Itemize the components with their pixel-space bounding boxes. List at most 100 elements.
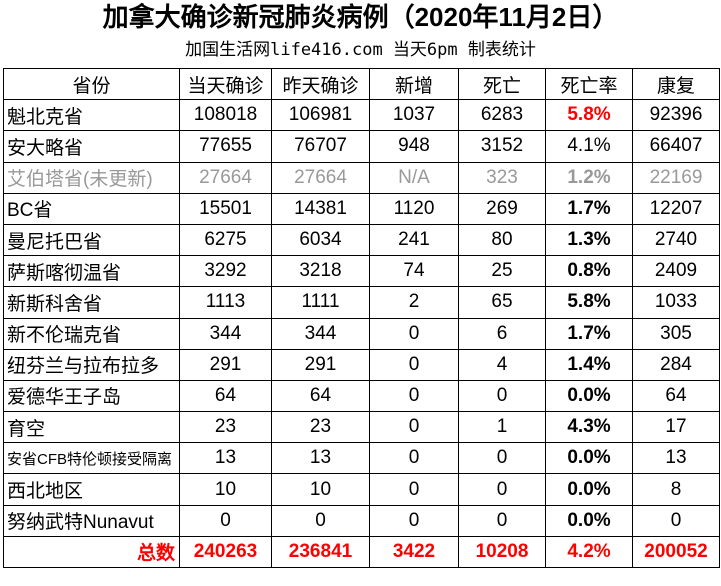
province-name: 育空 xyxy=(3,411,180,444)
cell-5: 0.0% xyxy=(545,379,633,413)
cell-1: 10 xyxy=(179,473,272,506)
total-label: 总数 xyxy=(3,535,180,569)
cell-6: 66407 xyxy=(632,130,720,163)
table-row: 努纳武特Nunavut 0 0 0 0 0.0% 0 xyxy=(3,504,720,537)
cell-4: 323 xyxy=(458,161,546,194)
table-row: BC省 15501 14381 1120 269 1.7% 12207 xyxy=(3,192,720,225)
cell-4: 6 xyxy=(458,317,546,350)
province-name: 西北地区 xyxy=(3,473,180,506)
cases-table: 省份 当天确诊 昨天确诊 新增 死亡 死亡率 康复 魁北克省 108018 106981 1037… xyxy=(3,67,720,569)
total-cell-6: 200052 xyxy=(632,535,720,569)
province-name: 新不伦瑞克省 xyxy=(3,317,180,350)
cell-1: 23 xyxy=(179,411,272,444)
cell-6: 2740 xyxy=(632,223,720,257)
table-row: 新不伦瑞克省 344 344 0 6 1.7% 305 xyxy=(3,317,720,350)
cell-3: 1120 xyxy=(369,192,459,225)
cell-5: 1.3% xyxy=(545,223,633,257)
cell-4: 269 xyxy=(458,192,546,225)
table-row: 曼尼托巴省 6275 6034 241 80 1.3% 2740 xyxy=(3,223,720,257)
cell-4: 0 xyxy=(458,473,546,506)
table-row: 纽芬兰与拉布拉多 291 291 0 4 1.4% 284 xyxy=(3,348,720,381)
cell-5: 0.0% xyxy=(545,473,633,506)
cell-6: 64 xyxy=(632,379,720,413)
cell-1: 108018 xyxy=(179,99,272,132)
cell-6: 22169 xyxy=(632,161,720,194)
cell-5: 5.8% xyxy=(545,286,633,319)
cell-4: 0 xyxy=(458,379,546,413)
cell-4: 3152 xyxy=(458,130,546,163)
table-row: 爱德华王子岛 64 64 0 0 0.0% 64 xyxy=(3,379,720,413)
cell-5: 1.7% xyxy=(545,317,633,350)
cell-6: 12207 xyxy=(632,192,720,225)
cell-3: 0 xyxy=(369,504,459,537)
cell-2: 10 xyxy=(271,473,370,506)
cell-5: 1.2% xyxy=(545,161,633,194)
cell-5: 5.8% xyxy=(545,99,633,132)
total-cell-5: 4.2% xyxy=(545,535,633,569)
province-name: 魁北克省 xyxy=(3,99,180,132)
cell-1: 0 xyxy=(179,504,272,537)
cell-4: 1 xyxy=(458,411,546,444)
cell-1: 27664 xyxy=(179,161,272,194)
table-row: 艾伯塔省(未更新) 27664 27664 N/A 323 1.2% 22169 xyxy=(3,161,720,194)
cell-4: 4 xyxy=(458,348,546,381)
cell-2: 14381 xyxy=(271,192,370,225)
province-name: 曼尼托巴省 xyxy=(3,223,180,257)
cell-3: 948 xyxy=(369,130,459,163)
province-name: 努纳武特Nunavut xyxy=(3,504,180,537)
table-row: 安省CFB特伦顿接受隔离 13 13 0 0 0.0% 13 xyxy=(3,442,720,475)
cell-1: 64 xyxy=(179,379,272,413)
page-title: 加拿大确诊新冠肺炎病例（2020年11月2日） xyxy=(102,2,619,32)
cell-5: 4.3% xyxy=(545,411,633,444)
cell-3: 0 xyxy=(369,317,459,350)
cell-4: 25 xyxy=(458,255,546,288)
total-row: 总数 240263 236841 3422 10208 4.2% 200052 xyxy=(3,535,720,569)
cell-6: 305 xyxy=(632,317,720,350)
cell-3: 241 xyxy=(369,223,459,257)
province-name: 安省CFB特伦顿接受隔离 xyxy=(3,442,180,475)
table-row: 西北地区 10 10 0 0 0.0% 8 xyxy=(3,473,720,506)
cell-4: 80 xyxy=(458,223,546,257)
province-name: 艾伯塔省(未更新) xyxy=(3,161,180,194)
cell-4: 0 xyxy=(458,504,546,537)
cell-3: N/A xyxy=(369,161,459,194)
column-header: 省份 xyxy=(3,67,180,101)
cell-3: 2 xyxy=(369,286,459,319)
cell-3: 0 xyxy=(369,348,459,381)
cell-5: 1.7% xyxy=(545,192,633,225)
cell-2: 76707 xyxy=(271,130,370,163)
cell-5: 0.0% xyxy=(545,442,633,475)
cell-2: 344 xyxy=(271,317,370,350)
cell-6: 1033 xyxy=(632,286,720,319)
cell-6: 17 xyxy=(632,411,720,444)
cell-4: 6283 xyxy=(458,99,546,132)
column-header: 死亡率 xyxy=(545,67,633,101)
province-name: BC省 xyxy=(3,192,180,225)
cell-2: 23 xyxy=(271,411,370,444)
cell-1: 13 xyxy=(179,442,272,475)
cell-2: 1111 xyxy=(271,286,370,319)
cell-3: 74 xyxy=(369,255,459,288)
table-row: 安大略省 77655 76707 948 3152 4.1% 66407 xyxy=(3,130,720,163)
table-row: 魁北克省 108018 106981 1037 6283 5.8% 92396 xyxy=(3,99,720,132)
cell-6: 284 xyxy=(632,348,720,381)
column-header: 死亡 xyxy=(458,67,546,101)
column-header: 昨天确诊 xyxy=(271,67,370,101)
cell-2: 0 xyxy=(271,504,370,537)
cell-6: 2409 xyxy=(632,255,720,288)
cell-6: 0 xyxy=(632,504,720,537)
cell-1: 1113 xyxy=(179,286,272,319)
cell-2: 27664 xyxy=(271,161,370,194)
cell-2: 106981 xyxy=(271,99,370,132)
cell-3: 0 xyxy=(369,411,459,444)
cell-4: 65 xyxy=(458,286,546,319)
cell-2: 13 xyxy=(271,442,370,475)
cell-2: 6034 xyxy=(271,223,370,257)
cell-5: 4.1% xyxy=(545,130,633,163)
subtitle: 加国生活网life416.com 当天6pm 制表统计 xyxy=(185,40,536,60)
cell-5: 0.0% xyxy=(545,504,633,537)
total-cell-4: 10208 xyxy=(458,535,546,569)
province-name: 萨斯喀彻温省 xyxy=(3,255,180,288)
cell-1: 344 xyxy=(179,317,272,350)
cell-6: 92396 xyxy=(632,99,720,132)
